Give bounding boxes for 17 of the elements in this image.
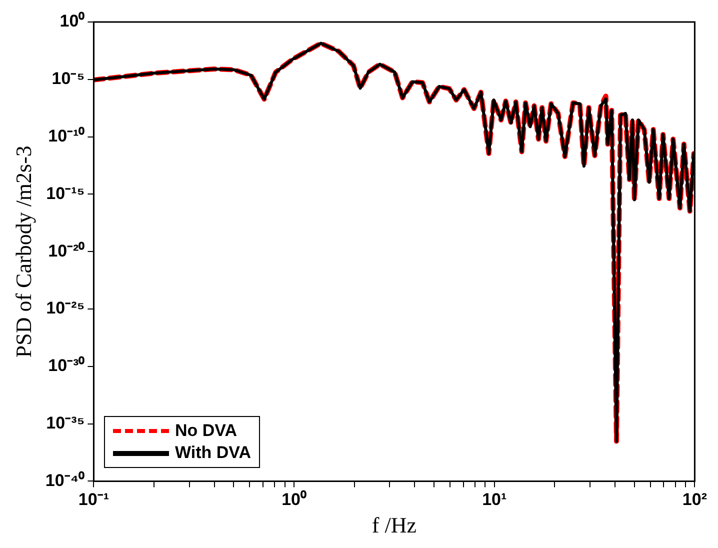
y-tick-label: 10⁰	[60, 12, 85, 31]
y-tick-label: 10⁻²⁵	[46, 298, 85, 318]
y-tick-label: 10⁻³⁵	[46, 413, 85, 432]
x-tick-label: 10²	[682, 490, 708, 510]
y-tick-label: 10⁻⁴⁰	[45, 470, 85, 490]
legend-label: With DVA	[175, 442, 252, 464]
y-tick-label: 10⁻¹⁵	[46, 184, 85, 203]
x-tick-label: 10⁻¹	[78, 490, 110, 510]
y-tick-label: 10⁻⁵	[52, 69, 85, 88]
x-axis-title: f /Hz	[372, 512, 417, 538]
y-axis-title: PSD of Carbody /m2s-3	[10, 146, 36, 358]
legend-label: No DVA	[175, 420, 238, 442]
y-tick-label: 10⁻³⁰	[48, 356, 85, 376]
x-tick-label: 10¹	[482, 490, 508, 510]
x-tick-label: 10⁰	[282, 490, 307, 510]
y-tick-label: 10⁻²⁰	[48, 241, 85, 260]
y-tick-label: 10⁻¹⁰	[48, 126, 85, 146]
